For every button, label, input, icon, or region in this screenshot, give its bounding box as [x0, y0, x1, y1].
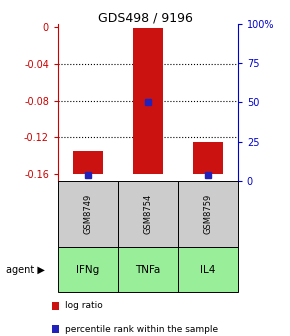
Bar	[193, 142, 223, 174]
Text: TNFa: TNFa	[135, 265, 161, 275]
Text: IL4: IL4	[200, 265, 215, 275]
Text: agent ▶: agent ▶	[6, 265, 45, 275]
Text: percentile rank within the sample: percentile rank within the sample	[65, 325, 218, 334]
Bar	[73, 151, 103, 174]
Text: log ratio: log ratio	[65, 301, 103, 310]
Text: GSM8759: GSM8759	[203, 194, 212, 234]
Text: GDS498 / 9196: GDS498 / 9196	[97, 12, 193, 25]
Text: IFNg: IFNg	[76, 265, 99, 275]
Bar	[133, 28, 163, 174]
Text: GSM8749: GSM8749	[84, 194, 93, 234]
Text: GSM8754: GSM8754	[143, 194, 153, 234]
